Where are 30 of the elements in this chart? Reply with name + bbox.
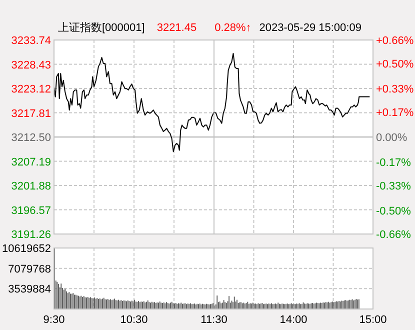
text: 0.00%: [376, 132, 408, 144]
text: +0.50%: [376, 58, 414, 71]
x-tick-label: 9:30: [43, 314, 65, 326]
x-tick-label: 10:30: [120, 314, 148, 326]
y-tick-label: 3196.57: [11, 204, 51, 217]
y-tick-label: 3233.74: [11, 35, 51, 47]
y-tick-label: 7079768: [8, 263, 51, 276]
y-tick-label: 3228.43: [11, 59, 51, 72]
text: -0.17%: [376, 156, 411, 169]
text: -0.66%: [376, 229, 411, 241]
y-tick-label: 3191.26: [11, 229, 51, 241]
y-tick-label: 3539884: [8, 284, 51, 296]
text: +0.33%: [376, 84, 414, 96]
x-tick-label: 14:00: [280, 314, 308, 326]
text: 3221.45: [156, 22, 197, 34]
y-tick-label: 3201.88: [11, 180, 51, 192]
text: -0.50%: [376, 205, 411, 218]
text: 2023-05-29 15:00:09: [259, 22, 362, 34]
y-tick-label: 3212.50: [11, 132, 51, 144]
text: +0.17%: [376, 107, 414, 120]
y-tick-label: 3217.81: [11, 108, 51, 120]
y-tick-label: 3223.12: [11, 84, 51, 96]
x-tick-label: 11:30: [200, 314, 228, 326]
y-tick-label: 3207.19: [11, 156, 51, 168]
text: 0.28%↑: [214, 22, 252, 34]
text: +0.66%: [376, 35, 414, 47]
y-tick-label: 10619652: [2, 243, 51, 255]
text: -0.33%: [376, 180, 411, 192]
chart-title: 上证指数[000001]: [58, 21, 145, 34]
x-tick-label: 15:00: [359, 314, 387, 326]
